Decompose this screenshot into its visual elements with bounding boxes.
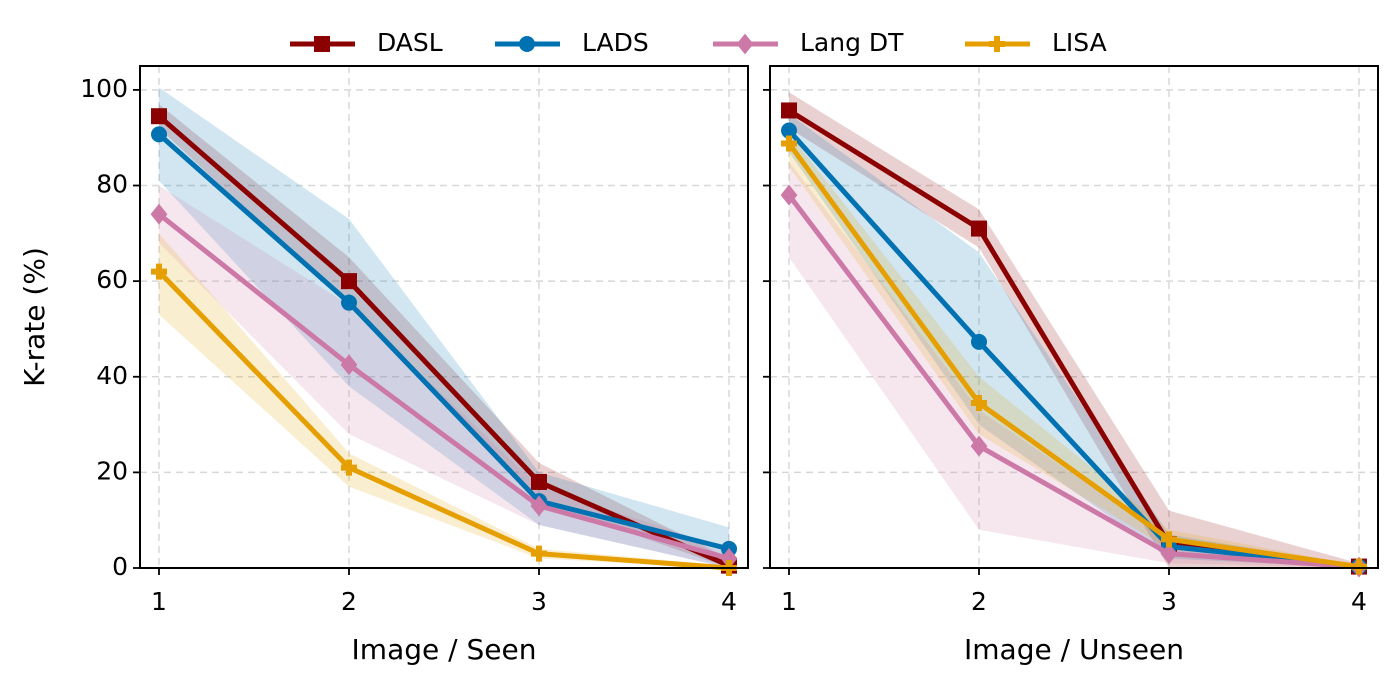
marker [341, 459, 357, 476]
error-band [159, 185, 729, 568]
marker [151, 263, 167, 280]
x-tick-label: 3 [531, 587, 547, 616]
line [786, 141, 1360, 570]
marker [1161, 531, 1177, 548]
error-band [159, 104, 729, 568]
marker [971, 395, 987, 412]
error-band [789, 92, 1359, 569]
error-band [789, 113, 1359, 569]
error-band [159, 233, 729, 569]
marker [971, 220, 987, 237]
x-tick-label: 2 [971, 587, 987, 616]
y-tick-label: 100 [80, 74, 128, 103]
marker [781, 135, 797, 152]
marker [1160, 543, 1178, 565]
marker [531, 545, 547, 562]
x-tick-label: 2 [341, 587, 357, 616]
axes-frame [139, 65, 749, 569]
line [787, 193, 1360, 570]
error-band [159, 87, 729, 568]
x-axis-label: Image / Unseen [964, 633, 1184, 666]
legend-label: LADS [582, 28, 649, 57]
error-band [789, 161, 1359, 568]
marker [341, 294, 357, 311]
axes-frame [769, 65, 1379, 569]
marker [970, 435, 988, 457]
marker [720, 548, 738, 569]
marker [151, 126, 167, 143]
marker [151, 108, 167, 125]
line [157, 269, 730, 571]
marker [341, 273, 357, 290]
y-tick-label: 0 [112, 552, 128, 581]
legend-label: DASL [377, 28, 443, 57]
marker [530, 495, 548, 517]
y-tick-label: 20 [96, 456, 128, 485]
line [787, 128, 1360, 570]
y-axis-label: K-rate (%) [18, 247, 51, 387]
marker [1351, 558, 1367, 575]
marker [150, 203, 168, 225]
y-tick-label: 80 [96, 170, 128, 199]
marker [971, 333, 987, 350]
error-band [789, 132, 1359, 568]
legend-label: LISA [1052, 28, 1107, 57]
marker [781, 122, 797, 139]
marker [340, 354, 358, 376]
marker [780, 184, 798, 206]
x-tick-label: 3 [1161, 587, 1177, 616]
marker [519, 36, 535, 52]
x-tick-label: 4 [721, 587, 737, 616]
x-tick-label: 4 [1351, 587, 1367, 616]
marker [989, 36, 1005, 52]
x-axis-label: Image / Seen [352, 633, 537, 666]
marker [781, 102, 797, 119]
marker [736, 33, 754, 55]
y-tick-label: 60 [96, 265, 128, 294]
line [157, 132, 730, 552]
x-tick-label: 1 [151, 587, 167, 616]
line [157, 212, 730, 561]
legend-label: Lang DT [800, 28, 904, 57]
x-tick-label: 1 [781, 587, 797, 616]
marker [314, 36, 330, 52]
y-tick-label: 40 [96, 361, 128, 390]
marker [531, 473, 547, 490]
